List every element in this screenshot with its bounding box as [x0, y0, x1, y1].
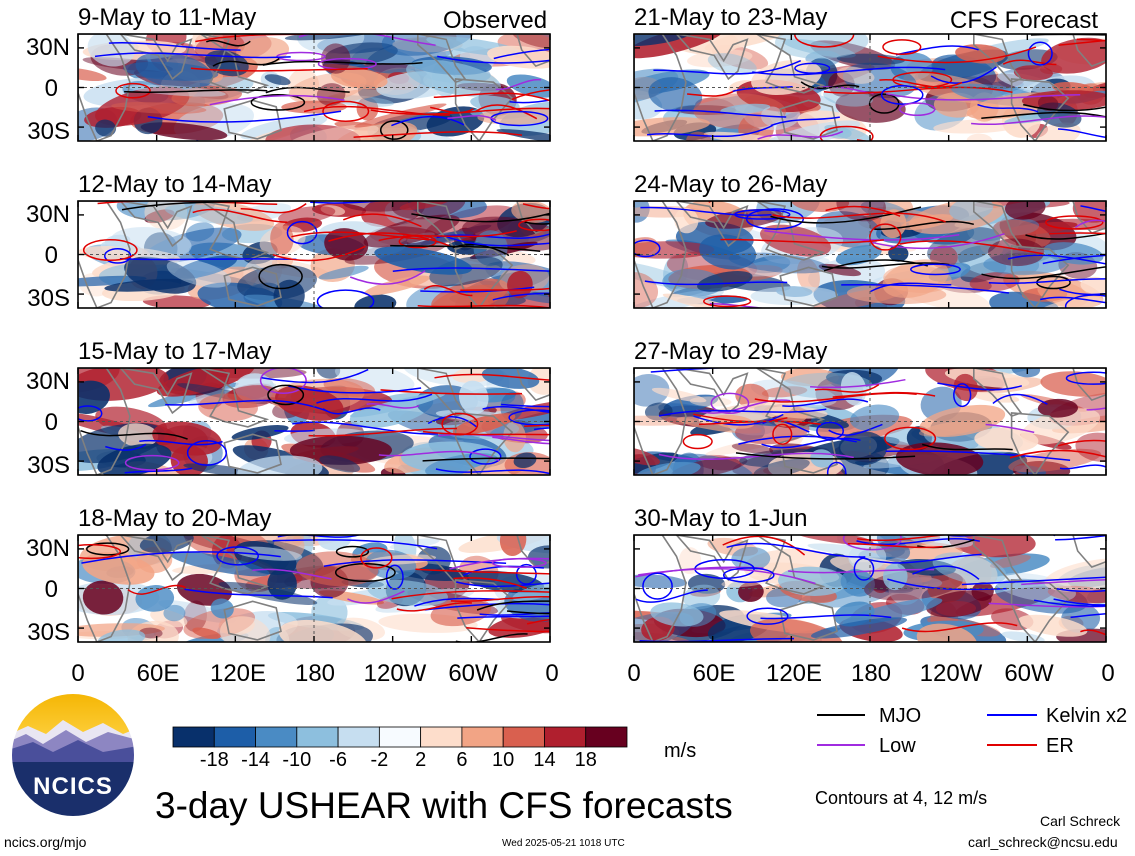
colorbar-swatch	[544, 726, 587, 748]
colorbar	[172, 726, 628, 748]
map-panel	[78, 535, 550, 642]
panel-title-8: 30-May to 1-Jun	[634, 505, 808, 532]
legend-label-er: ER	[1046, 735, 1074, 757]
colorbar-swatch	[378, 726, 422, 748]
lon-label-60e: 60E	[692, 660, 736, 687]
footer-author: Carl Schreck	[1040, 813, 1121, 829]
panel-title-2: 12-May to 14-May	[78, 171, 272, 198]
colorbar-tick-label: 10	[492, 749, 515, 771]
lat-label-30n: 30N	[25, 368, 70, 395]
colorbar-tick-label: -10	[282, 749, 312, 771]
panel-title-7: 27-May to 29-May	[634, 338, 828, 365]
lon-label-60e: 60E	[136, 660, 180, 687]
panel-tag-observed: Observed	[443, 7, 548, 34]
colorbar-swatch	[296, 726, 339, 748]
map-panel	[78, 34, 550, 141]
lat-label-30s: 30S	[27, 452, 70, 479]
lon-label-180: 180	[850, 660, 892, 687]
lon-label-360: 0	[545, 660, 559, 687]
lat-label-30s: 30S	[27, 118, 70, 145]
lat-label-30n: 30N	[25, 34, 70, 61]
map-panels	[77, 33, 1107, 643]
colorbar-swatch	[420, 726, 463, 748]
map-panel	[634, 34, 1106, 141]
ncics-logo: NCICS	[10, 692, 136, 818]
footer-url: ncics.org/mjo	[4, 834, 87, 850]
lat-label-eq: 0	[44, 409, 58, 436]
lon-label-0: 0	[71, 660, 85, 687]
colorbar-swatch	[255, 726, 298, 748]
lat-label-30n: 30N	[25, 201, 70, 228]
colorbar-swatch	[213, 726, 256, 748]
lat-label-eq: 0	[44, 576, 58, 603]
map-panel	[78, 368, 550, 475]
colorbar-tick-label: -6	[329, 749, 347, 771]
panel-title-4: 18-May to 20-May	[78, 505, 272, 532]
lon-label-0: 0	[627, 660, 641, 687]
legend-label-kelvin: Kelvin x2	[1046, 705, 1128, 727]
lon-label-60w: 60W	[448, 660, 498, 687]
map-panel	[634, 535, 1106, 642]
legend-lines	[817, 714, 1037, 746]
figure-title: 3-day USHEAR with CFS forecasts	[155, 785, 733, 826]
colorbar-tick-label: -18	[199, 749, 229, 771]
colorbar-tick-label: 14	[533, 749, 556, 771]
panel-title-6: 24-May to 26-May	[634, 171, 828, 198]
lat-label-30n: 30N	[25, 535, 70, 562]
panel-title-3: 15-May to 17-May	[78, 338, 272, 365]
contours-note: Contours at 4, 12 m/s	[815, 788, 988, 808]
panel-title-5: 21-May to 23-May	[634, 4, 828, 31]
lat-label-eq: 0	[44, 242, 58, 269]
lon-label-180: 180	[294, 660, 336, 687]
colorbar-swatch	[502, 726, 545, 748]
lon-label-360: 0	[1101, 660, 1115, 687]
colorbar-tick-label: -14	[241, 749, 270, 771]
colorbar-swatch	[461, 726, 504, 748]
map-panel	[78, 201, 550, 308]
colorbar-swatch	[585, 726, 628, 748]
map-panel	[634, 368, 1106, 475]
lon-label-60w: 60W	[1004, 660, 1054, 687]
lon-label-120w: 120W	[363, 660, 427, 687]
lat-label-eq: 0	[44, 75, 58, 102]
lat-label-30s: 30S	[27, 285, 70, 312]
logo-text: NCICS	[33, 773, 113, 800]
panel-title-1: 9-May to 11-May	[78, 4, 257, 31]
lat-label-30s: 30S	[27, 619, 70, 646]
lon-label-120w: 120W	[919, 660, 983, 687]
legend-label-mjo: MJO	[879, 705, 922, 727]
map-panel	[634, 201, 1106, 308]
legend-label-low: Low	[879, 735, 916, 757]
footer-email: carl_schreck@ncsu.edu	[968, 834, 1118, 850]
colorbar-tick-label: 6	[456, 749, 468, 771]
panel-tag-forecast: CFS Forecast	[950, 7, 1099, 34]
footer-timestamp: Wed 2025-05-21 1018 UTC	[502, 838, 625, 849]
colorbar-tick-label: -2	[370, 749, 389, 771]
colorbar-tick-label: 18	[574, 749, 597, 771]
lon-label-120e: 120E	[209, 660, 267, 687]
colorbar-swatch	[172, 726, 215, 748]
lon-label-120e: 120E	[765, 660, 823, 687]
colorbar-swatch	[337, 726, 380, 748]
colorbar-units: m/s	[664, 740, 697, 762]
colorbar-tick-label: 2	[415, 749, 427, 771]
